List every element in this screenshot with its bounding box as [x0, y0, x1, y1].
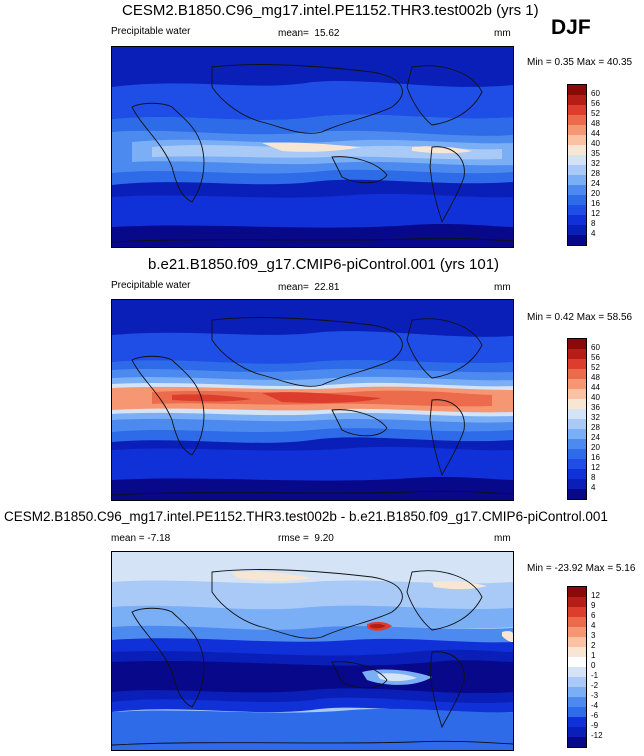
panel3-cbar-label: 3: [591, 631, 596, 640]
season-label: DJF: [551, 16, 591, 39]
panel3-cbar-label: 0: [591, 661, 596, 670]
panel1-title: CESM2.B1850.C96_mg17.intel.PE1152.THR3.t…: [122, 2, 539, 19]
panel3-cbar-label: 6: [591, 611, 596, 620]
panel1-mean-label: mean=: [278, 28, 309, 39]
panel3-cbar-label: 1: [591, 651, 596, 660]
panel2-cbar-label: 16: [591, 453, 600, 462]
panel1-cbar-label: 28: [591, 169, 600, 178]
panel2-cbar-label: 8: [591, 473, 596, 482]
panel3-title: CESM2.B1850.C96_mg17.intel.PE1152.THR3.t…: [4, 509, 608, 524]
panel3-cbar-label: -12: [591, 731, 603, 740]
panel2-cbar-label: 32: [591, 413, 600, 422]
panel1-cbar-label: 48: [591, 119, 600, 128]
panel1-minmax: Min = 0.35 Max = 40.35: [527, 57, 633, 68]
panel2-cbar-label: 36: [591, 403, 600, 412]
panel1-variable: Precipitable water: [111, 26, 191, 37]
panel2-variable: Precipitable water: [111, 280, 191, 291]
panel2-title: b.e21.B1850.f09_g17.CMIP6-piControl.001 …: [148, 256, 500, 273]
panel3-cbar-label: 9: [591, 601, 596, 610]
panel2-cbar-label: 56: [591, 353, 600, 362]
panel3-rmse-value: 9.20: [314, 533, 334, 544]
panel3-map: [111, 551, 514, 751]
panel3-mean: mean = -7.18: [111, 533, 170, 544]
panel1-mean-value: 15.62: [314, 28, 340, 39]
panel3-cbar-label: -3: [591, 691, 599, 700]
panel3-cbar-label: -9: [591, 721, 599, 730]
panel1-cbar-label: 52: [591, 109, 600, 118]
panel2-cbar-label: 4: [591, 483, 596, 492]
panel2-cbar-label: 40: [591, 393, 600, 402]
panel3-units: mm: [494, 533, 511, 544]
panel1-units: mm: [494, 28, 511, 39]
panel3-cbar-label: -1: [591, 671, 599, 680]
panel1-cbar-label: 56: [591, 99, 600, 108]
panel2-map: [111, 299, 514, 501]
panel1-cbar-label: 44: [591, 129, 600, 138]
panel3-cbar-label: 4: [591, 621, 596, 630]
panel1-cbar-label: 24: [591, 179, 600, 188]
panel2-cbar-label: 20: [591, 443, 600, 452]
panel3-mean-label: mean =: [111, 533, 145, 544]
panel2-cbar-label: 60: [591, 343, 600, 352]
panel2-cbar-label: 28: [591, 423, 600, 432]
panel3-colorbar: [567, 586, 587, 748]
panel2-minmax: Min = 0.42 Max = 58.56: [527, 312, 633, 323]
panel1-map: [111, 46, 514, 248]
panel1-mean: mean= 15.62: [278, 28, 339, 39]
panel1-cbar-label: 32: [591, 159, 600, 168]
panel1-cbar-label: 4: [591, 229, 596, 238]
panel3-cbar-label: 2: [591, 641, 596, 650]
panel1-cbar-label: 40: [591, 139, 600, 148]
panel3-cbar-label: -4: [591, 701, 599, 710]
panel2-mean: mean= 22.81: [278, 282, 339, 293]
panel3-rmse: rmse = 9.20: [278, 533, 334, 544]
panel2-units: mm: [494, 282, 511, 293]
panel3-minmax: Min = -23.92 Max = 5.16: [527, 563, 636, 574]
panel3-cbar-label: -2: [591, 681, 599, 690]
panel1-cbar-label: 20: [591, 189, 600, 198]
panel1-cbar-label: 35: [591, 149, 600, 158]
panel2-mean-label: mean=: [278, 282, 309, 293]
panel1-colorbar: [567, 84, 587, 246]
panel3-mean-value: -7.18: [147, 533, 171, 544]
panel2-cbar-label: 52: [591, 363, 600, 372]
panel2-cbar-label: 44: [591, 383, 600, 392]
panel3-cbar-label: 12: [591, 591, 600, 600]
panel1-cbar-label: 60: [591, 89, 600, 98]
panel3-rmse-label: rmse =: [278, 533, 309, 544]
panel2-colorbar: [567, 338, 587, 500]
panel1-cbar-label: 16: [591, 199, 600, 208]
panel2-cbar-label: 12: [591, 463, 600, 472]
panel2-mean-value: 22.81: [314, 282, 340, 293]
panel1-cbar-label: 12: [591, 209, 600, 218]
panel2-cbar-label: 24: [591, 433, 600, 442]
panel1-cbar-label: 8: [591, 219, 596, 228]
panel3-cbar-label: -6: [591, 711, 599, 720]
panel2-cbar-label: 48: [591, 373, 600, 382]
